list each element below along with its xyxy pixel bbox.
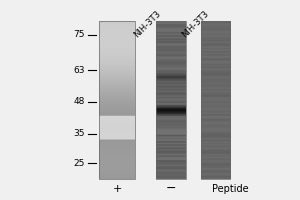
Text: 25: 25 [73, 159, 85, 168]
Bar [200, 21, 230, 179]
Text: −: − [166, 182, 176, 195]
Text: 35: 35 [73, 129, 85, 138]
Text: 63: 63 [73, 66, 85, 75]
Text: Peptide: Peptide [212, 184, 249, 194]
Bar [156, 21, 186, 179]
Text: NIH-3T3: NIH-3T3 [180, 9, 210, 40]
Text: NIH-3T3: NIH-3T3 [132, 9, 163, 40]
Text: 48: 48 [73, 97, 85, 106]
Text: 75: 75 [73, 30, 85, 39]
Text: +: + [112, 184, 122, 194]
Bar [100, 21, 135, 179]
